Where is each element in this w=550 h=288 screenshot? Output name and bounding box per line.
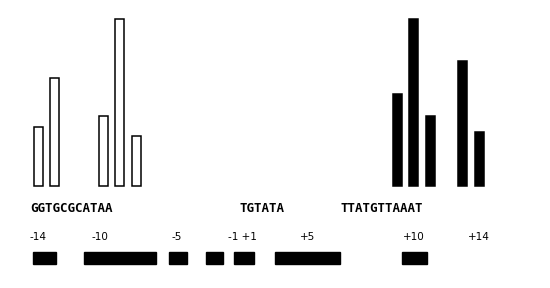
Bar: [458, 61, 468, 185]
Bar: [403, 252, 427, 264]
Text: -1 +1: -1 +1: [228, 232, 257, 242]
Bar: [50, 77, 59, 185]
Text: -5: -5: [172, 232, 182, 242]
Text: +10: +10: [403, 232, 425, 242]
Bar: [475, 132, 483, 185]
Bar: [131, 136, 141, 185]
Bar: [393, 94, 402, 185]
Bar: [116, 20, 124, 185]
Text: +14: +14: [468, 232, 490, 242]
Bar: [169, 252, 187, 264]
Bar: [34, 127, 43, 185]
Text: +5: +5: [300, 232, 315, 242]
Bar: [33, 252, 56, 264]
Bar: [99, 116, 108, 185]
Text: -14: -14: [30, 232, 47, 242]
Bar: [409, 20, 419, 185]
Bar: [426, 116, 434, 185]
Text: -10: -10: [92, 232, 109, 242]
Bar: [206, 252, 223, 264]
Bar: [275, 252, 340, 264]
Text: TGTATA: TGTATA: [239, 202, 284, 215]
Bar: [84, 252, 156, 264]
Text: GGTGCGCATAA: GGTGCGCATAA: [30, 202, 113, 215]
Bar: [234, 252, 254, 264]
Text: TTATGTTAAAT: TTATGTTAAAT: [340, 202, 423, 215]
